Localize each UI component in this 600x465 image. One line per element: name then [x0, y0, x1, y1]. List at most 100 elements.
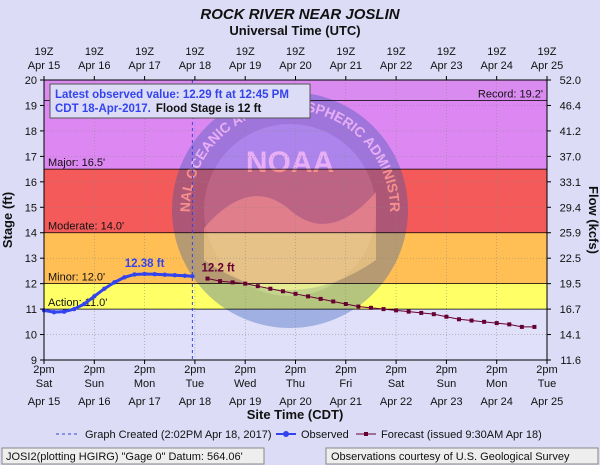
forecast-point-23: [494, 321, 499, 326]
y2-tick-label-9: 41.2: [560, 126, 581, 138]
y-axis-label: Stage (ft): [0, 192, 15, 248]
forecast-point-17: [419, 310, 424, 315]
bottom-tick-day-5: Thu: [286, 378, 305, 390]
bottom-tick-time-3: 2pm: [184, 364, 205, 376]
top-tick-date-2: Apr 17: [128, 60, 160, 72]
y2-tick-label-3: 19.5: [560, 279, 581, 291]
legend-observed-label: Observed: [301, 429, 349, 441]
observed-point-11: [152, 272, 157, 277]
forecast-start-label: 12.2 ft: [201, 263, 234, 275]
bottom-tick-date-3: Apr 18: [179, 396, 211, 408]
bottom-tick-day-4: Wed: [234, 378, 256, 390]
forecast-point-2: [230, 280, 235, 285]
watermark-center-text: NOAA: [246, 146, 334, 179]
bottom-tick-day-6: Fri: [339, 378, 352, 390]
observed-point-5: [92, 294, 97, 299]
top-tick-utc-3: 19Z: [185, 46, 204, 58]
observed-point-9: [132, 272, 137, 277]
bottom-tick-date-1: Apr 16: [78, 396, 110, 408]
bottom-tick-time-10: 2pm: [536, 364, 557, 376]
observed-point-13: [172, 273, 177, 278]
top-tick-utc-9: 19Z: [487, 46, 506, 58]
top-tick-date-7: Apr 22: [380, 60, 412, 72]
forecast-point-5: [268, 286, 273, 291]
observed-point-6: [102, 286, 107, 291]
top-tick-utc-8: 19Z: [437, 46, 456, 58]
bottom-tick-date-10: Apr 25: [531, 396, 563, 408]
x-axis-top: 19Z Apr 15 19Z Apr 16 19Z Apr 17 19Z Apr 18 19Z A…: [28, 46, 563, 80]
bottom-tick-time-2: 2pm: [134, 364, 155, 376]
observed-point-15: [190, 274, 195, 279]
y-tick-label-9: 18: [25, 126, 37, 138]
bottom-tick-day-3: Tue: [186, 378, 205, 390]
bottom-tick-day-9: Mon: [486, 378, 507, 390]
forecast-point-4: [255, 284, 260, 289]
bottom-tick-day-0: Sat: [36, 378, 53, 390]
annotation-box: [49, 83, 311, 119]
y-tick-label-4: 13: [25, 253, 37, 265]
bottom-tick-date-0: Apr 15: [28, 396, 60, 408]
top-tick-utc-1: 19Z: [85, 46, 104, 58]
observed-point-1: [51, 309, 57, 315]
bottom-tick-day-10: Tue: [538, 378, 557, 390]
forecast-point-9: [318, 296, 323, 301]
bottom-tick-time-6: 2pm: [335, 364, 356, 376]
annotation-line2-date: CDT 18-Apr-2017.: [55, 103, 151, 115]
y-tick-label-1: 10: [25, 330, 37, 342]
legend-observed-marker: [283, 431, 289, 437]
observed-series: [41, 271, 195, 315]
forecast-point-21: [469, 318, 474, 323]
top-tick-date-10: Apr 25: [531, 60, 563, 72]
top-tick-utc-10: 19Z: [538, 46, 557, 58]
threshold-label-major: Major: 16.5': [48, 157, 105, 169]
y-tick-label-3: 12: [25, 279, 37, 291]
top-tick-utc-7: 19Z: [387, 46, 406, 58]
bottom-tick-date-7: Apr 22: [380, 396, 412, 408]
top-axis-title: Universal Time (UTC): [229, 23, 360, 38]
observed-point-3: [71, 306, 77, 312]
annotation-line2-flood: Flood Stage is 12 ft: [156, 103, 262, 115]
observed-point-4: [82, 301, 87, 307]
forecast-point-3: [243, 281, 248, 286]
y-axis-right: 11.6 14.1 16.7 19.5 22.5 25.9 29.4 33.1 37.0 41.2…: [547, 75, 581, 367]
y2-tick-label-11: 52.0: [560, 75, 581, 87]
y2-tick-label-7: 33.1: [560, 177, 581, 189]
y2-tick-label-1: 14.1: [560, 330, 581, 342]
bottom-tick-day-8: Sun: [437, 378, 457, 390]
observed-point-14: [182, 273, 188, 278]
y-tick-label-10: 19: [25, 100, 37, 112]
top-tick-date-6: Apr 21: [330, 60, 362, 72]
legend-forecast-marker: [364, 432, 368, 436]
bottom-tick-date-2: Apr 17: [128, 396, 160, 408]
forecast-point-16: [406, 309, 411, 314]
legend-created-label: Graph Created (2:02PM Apr 18, 2017): [85, 429, 272, 441]
y-tick-label-11: 20: [25, 75, 37, 87]
observed-peak-label: 12.38 ft: [125, 258, 165, 270]
forecast-point-22: [482, 319, 487, 324]
threshold-label-moderate: Moderate: 14.0': [48, 221, 124, 233]
forecast-point-26: [532, 324, 537, 329]
observed-point-2: [61, 309, 67, 314]
footer-left-text: JOSI2(plotting HGIRG) "Gage 0" Datum: 56…: [6, 451, 243, 463]
footer-right-box: [325, 447, 599, 465]
bottom-tick-day-2: Mon: [134, 378, 155, 390]
bottom-tick-date-4: Apr 19: [229, 396, 261, 408]
forecast-point-14: [381, 307, 386, 312]
bottom-tick-day-1: Sun: [85, 378, 105, 390]
y2-tick-label-0: 11.6: [560, 355, 581, 367]
bottom-tick-time-5: 2pm: [285, 364, 306, 376]
y-tick-label-6: 15: [25, 202, 37, 214]
footer-right-text: Observations courtesy of U.S. Geological…: [331, 451, 570, 463]
forecast-point-8: [306, 294, 311, 299]
y-axis-left: 9 10 11 12 13 14 15 16 17 18 19 20: [25, 75, 44, 367]
bottom-tick-time-9: 2pm: [486, 364, 507, 376]
top-tick-utc-5: 19Z: [286, 46, 305, 58]
y-tick-label-8: 17: [25, 151, 37, 163]
threshold-label-action: Action: 11.0': [48, 297, 107, 309]
bottom-tick-date-6: Apr 21: [330, 396, 362, 408]
forecast-point-19: [444, 314, 449, 319]
forecast-point-0: [205, 276, 210, 281]
forecast-point-24: [507, 322, 512, 327]
forecast-point-10: [331, 299, 336, 304]
